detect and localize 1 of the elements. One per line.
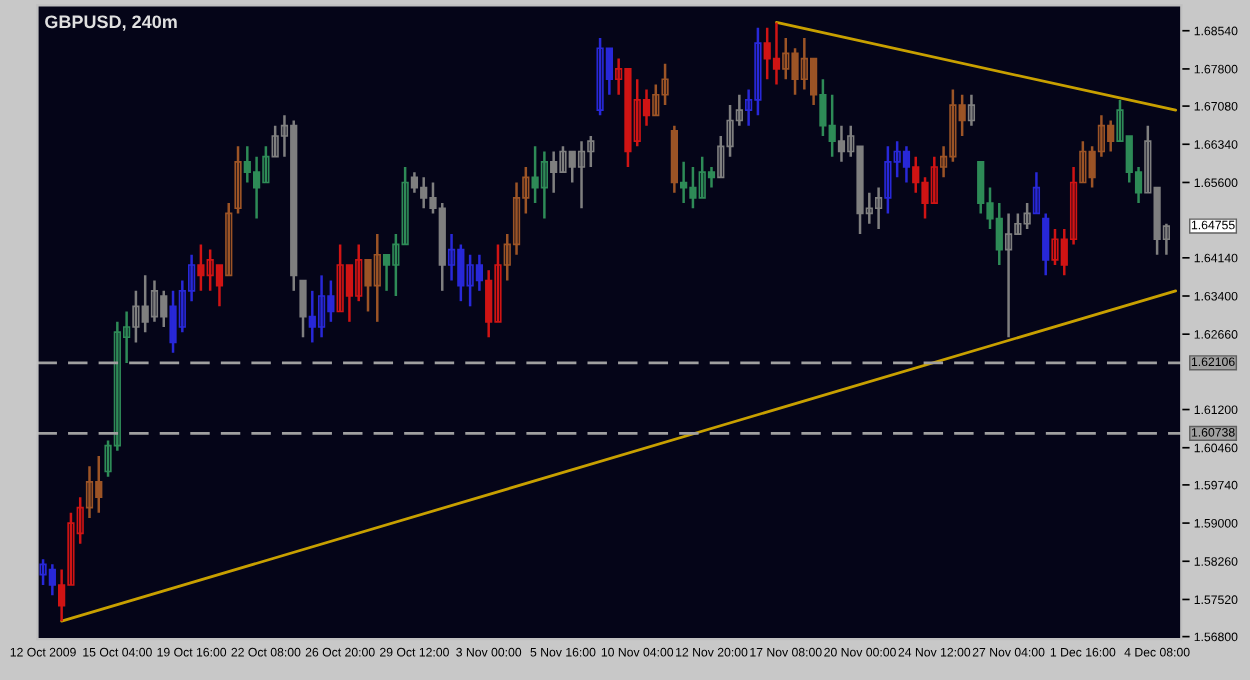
chart-title: GBPUSD, 240m xyxy=(45,15,177,31)
